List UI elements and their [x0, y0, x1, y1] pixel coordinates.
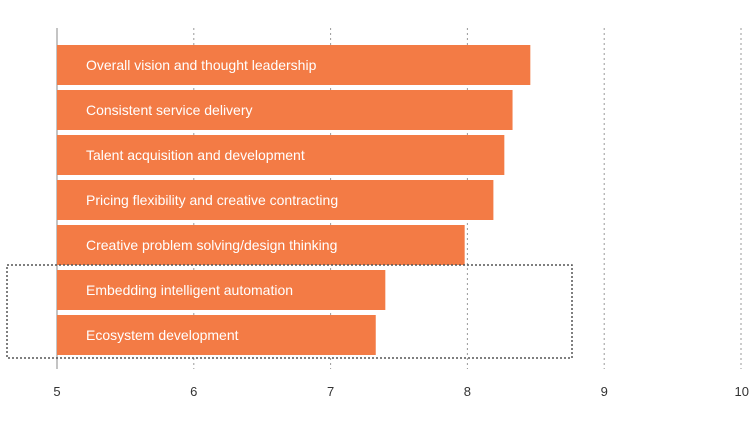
highlight-box [6, 264, 573, 359]
bar [57, 315, 376, 355]
x-tick-label: 8 [464, 384, 471, 399]
bar-label: Creative problem solving/design thinking [86, 237, 337, 253]
bars: Overall vision and thought leadership Con… [57, 45, 531, 355]
x-tick-label: 6 [190, 384, 197, 399]
x-axis-ticks: 5 6 7 8 9 10 [53, 384, 749, 399]
bar [57, 180, 494, 220]
bar-label: Overall vision and thought leadership [86, 57, 317, 73]
bar-label: Pricing flexibility and creative contrac… [86, 192, 338, 208]
bar-label: Talent acquisition and development [86, 147, 305, 163]
bar [57, 270, 386, 310]
bar [57, 225, 465, 265]
bar-label: Ecosystem development [86, 327, 239, 343]
x-tick-label: 5 [53, 384, 60, 399]
bar [57, 45, 531, 85]
bar-label: Embedding intelligent automation [86, 282, 293, 298]
x-tick-label: 9 [601, 384, 608, 399]
bar [57, 135, 505, 175]
bar-label: Consistent service delivery [86, 102, 253, 118]
bar [57, 90, 513, 130]
x-tick-label: 7 [327, 384, 334, 399]
x-tick-label: 10 [735, 384, 749, 399]
highlight-group [6, 264, 573, 359]
